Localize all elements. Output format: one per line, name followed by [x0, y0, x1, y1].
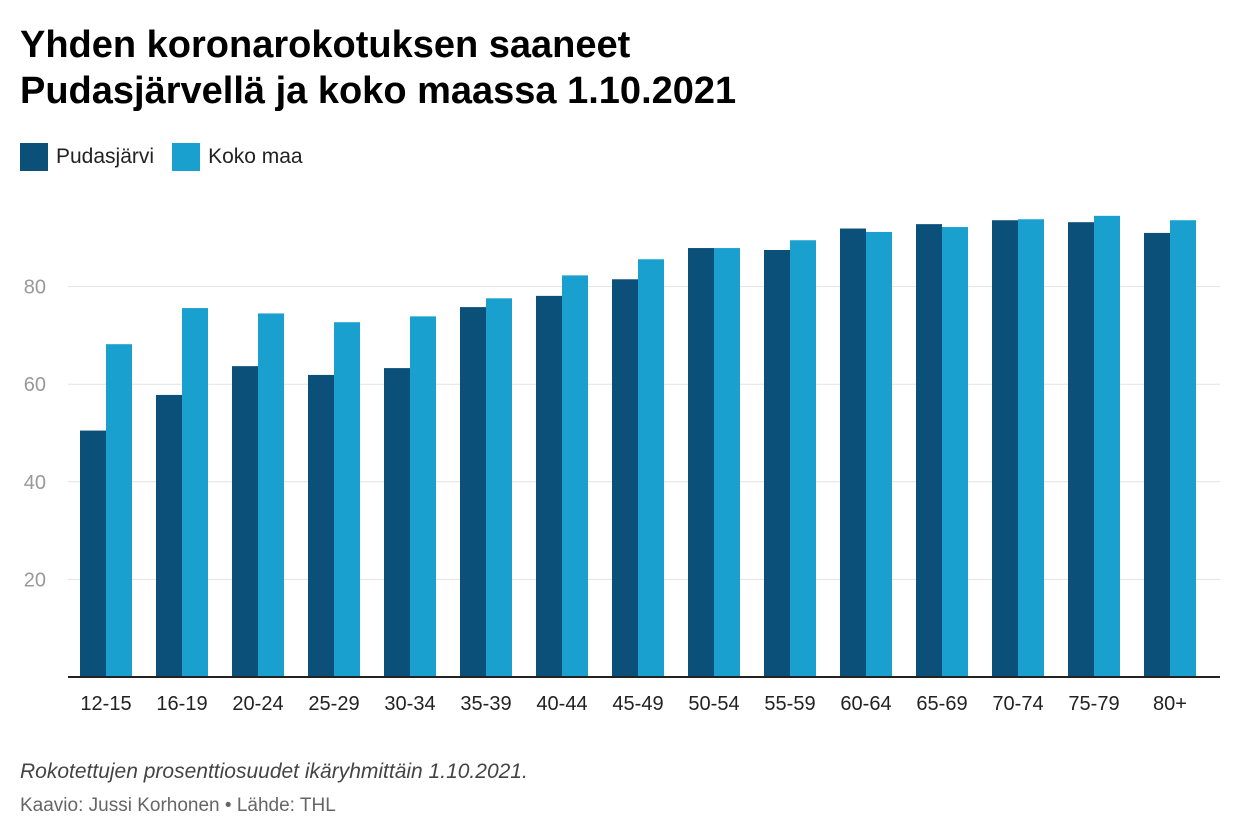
- legend-label-koko-maa: Koko maa: [208, 145, 303, 168]
- bar-koko-maa-75-79: [1094, 215, 1120, 677]
- bar-koko-maa-12-15: [106, 344, 132, 677]
- x-tick-label-40-44: 40-44: [536, 693, 587, 715]
- x-tick-label-30-34: 30-34: [384, 693, 435, 715]
- bar-koko-maa-30-34: [410, 316, 436, 677]
- legend-item-pudasjarvi: Pudasjärvi: [20, 143, 154, 171]
- bar-pudasjarvi-50-54: [688, 248, 714, 677]
- y-tick-label-80: 80: [24, 277, 46, 299]
- bar-koko-maa-50-54: [714, 248, 740, 677]
- bar-koko-maa-35-39: [486, 298, 512, 677]
- bar-pudasjarvi-25-29: [308, 374, 334, 677]
- bar-pudasjarvi-16-19: [156, 394, 182, 677]
- bar-pudasjarvi-75-79: [1068, 222, 1094, 677]
- x-tick-label-55-59: 55-59: [764, 693, 815, 715]
- x-tick-label-50-54: 50-54: [688, 693, 739, 715]
- y-tick-label-60: 60: [24, 374, 46, 396]
- legend-item-koko-maa: Koko maa: [172, 143, 303, 171]
- bar-pudasjarvi-70-74: [992, 220, 1018, 677]
- bar-pudasjarvi-35-39: [460, 307, 486, 677]
- chart-legend: Pudasjärvi Koko maa: [20, 143, 321, 171]
- bar-pudasjarvi-12-15: [80, 430, 106, 677]
- bar-koko-maa-25-29: [334, 322, 360, 677]
- chart-title: Yhden koronarokotuksen saaneet Pudasjärv…: [20, 22, 1200, 114]
- bar-pudasjarvi-40-44: [536, 295, 562, 677]
- y-tick-label-20: 20: [24, 569, 46, 591]
- bar-koko-maa-55-59: [790, 240, 816, 678]
- chart-source: Kaavio: Jussi Korhonen • Lähde: THL: [20, 795, 336, 816]
- bar-pudasjarvi-55-59: [764, 250, 790, 677]
- bar-koko-maa-45-49: [638, 259, 664, 677]
- x-tick-label-20-24: 20-24: [232, 693, 283, 715]
- x-tick-label-12-15: 12-15: [80, 693, 131, 715]
- legend-swatch-koko-maa: [172, 143, 201, 171]
- bar-pudasjarvi-65-69: [916, 224, 942, 678]
- bar-koko-maa-60-64: [866, 231, 892, 677]
- x-tick-label-35-39: 35-39: [460, 693, 511, 715]
- x-tick-label-80+: 80+: [1153, 693, 1187, 715]
- legend-label-pudasjarvi: Pudasjärvi: [56, 145, 155, 168]
- x-tick-label-16-19: 16-19: [156, 693, 207, 715]
- bar-koko-maa-65-69: [942, 227, 968, 677]
- x-tick-label-75-79: 75-79: [1068, 693, 1119, 715]
- bar-koko-maa-80+: [1170, 220, 1196, 677]
- x-tick-label-70-74: 70-74: [992, 693, 1043, 715]
- x-tick-label-65-69: 65-69: [916, 693, 967, 715]
- bar-koko-maa-16-19: [182, 308, 208, 677]
- bar-koko-maa-70-74: [1018, 219, 1044, 678]
- bar-pudasjarvi-30-34: [384, 368, 410, 677]
- bar-pudasjarvi-45-49: [612, 279, 638, 677]
- bar-chart: 20 40 60 80 12-15 16-19 20-24 25-29 30-34 35-39 40…: [24, 215, 1220, 715]
- chart-title-line-2: Pudasjärvellä ja koko maassa 1.10.2021: [20, 70, 737, 112]
- bar-koko-maa-40-44: [562, 275, 588, 677]
- x-tick-label-25-29: 25-29: [308, 693, 359, 715]
- bar-koko-maa-20-24: [258, 313, 284, 677]
- x-tick-label-60-64: 60-64: [840, 693, 891, 715]
- chart-title-line-1: Yhden koronarokotuksen saaneet: [20, 24, 631, 66]
- legend-swatch-pudasjarvi: [20, 143, 48, 171]
- bar-pudasjarvi-60-64: [840, 228, 866, 677]
- x-tick-label-45-49: 45-49: [612, 693, 663, 715]
- bar-pudasjarvi-80+: [1144, 232, 1170, 678]
- y-tick-label-40: 40: [24, 472, 46, 494]
- bar-pudasjarvi-20-24: [232, 366, 258, 677]
- chart-caption: Rokotettujen prosenttiosuudet ikäryhmitt…: [20, 760, 528, 783]
